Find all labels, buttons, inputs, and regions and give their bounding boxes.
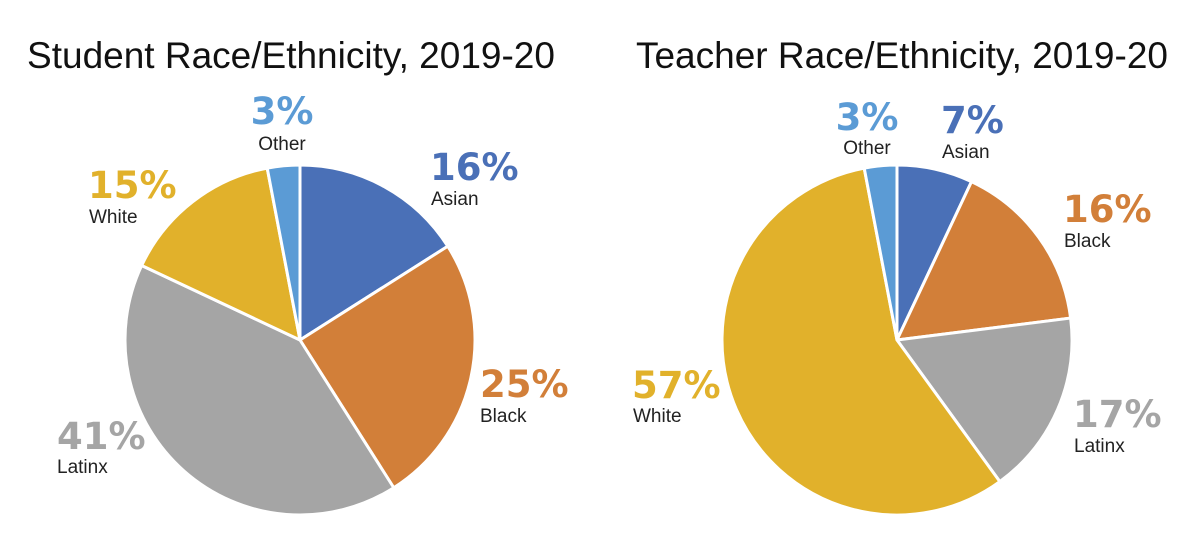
teacher-white-label: White: [633, 406, 682, 427]
student-other-label: Other: [258, 134, 306, 155]
student-pie-chart: Student Race/Ethnicity, 2019-20 16% Asia…: [27, 35, 569, 517]
student-latinx-label: Latinx: [57, 457, 108, 478]
teacher-other-label: Other: [843, 138, 891, 159]
student-slice-other: [265, 163, 302, 342]
teacher-slice-black: [895, 180, 1073, 342]
teacher-slice-latinx: [895, 316, 1074, 484]
teacher-black-percent: 16%: [1063, 188, 1152, 231]
student-other-percent: 3%: [251, 90, 314, 133]
student-black-percent: 25%: [480, 363, 569, 406]
student-white-percent: 15%: [88, 164, 177, 207]
teacher-pie-chart: Teacher Race/Ethnicity, 2019-20 7% Asian…: [632, 35, 1168, 517]
student-latinx-percent: 41%: [57, 415, 146, 458]
student-slices: [123, 163, 477, 517]
teacher-other-percent: 3%: [836, 96, 899, 139]
student-asian-label: Asian: [431, 189, 479, 210]
student-slice-asian: [298, 163, 450, 342]
student-chart-title: Student Race/Ethnicity, 2019-20: [27, 35, 555, 76]
teacher-chart-title: Teacher Race/Ethnicity, 2019-20: [636, 35, 1168, 76]
student-black-label: Black: [480, 406, 527, 427]
teacher-white-percent: 57%: [632, 364, 721, 407]
teacher-asian-percent: 7%: [941, 99, 1004, 142]
student-slice-black: [298, 244, 477, 490]
teacher-latinx-percent: 17%: [1073, 393, 1162, 436]
student-asian-percent: 16%: [430, 146, 519, 189]
teacher-black-label: Black: [1064, 231, 1111, 252]
teacher-labels: 7% Asian 16% Black 17% Latinx 57% White …: [632, 96, 1162, 457]
teacher-slice-other: [862, 163, 899, 342]
student-labels: 16% Asian 25% Black 41% Latinx 15% White…: [57, 90, 569, 478]
teacher-asian-label: Asian: [942, 142, 990, 163]
student-slice-latinx: [123, 263, 396, 517]
teacher-slices: [720, 163, 1074, 517]
student-white-label: White: [89, 207, 138, 228]
student-slice-white: [140, 166, 302, 342]
teacher-slice-white: [720, 166, 1002, 517]
teacher-latinx-label: Latinx: [1074, 436, 1125, 457]
